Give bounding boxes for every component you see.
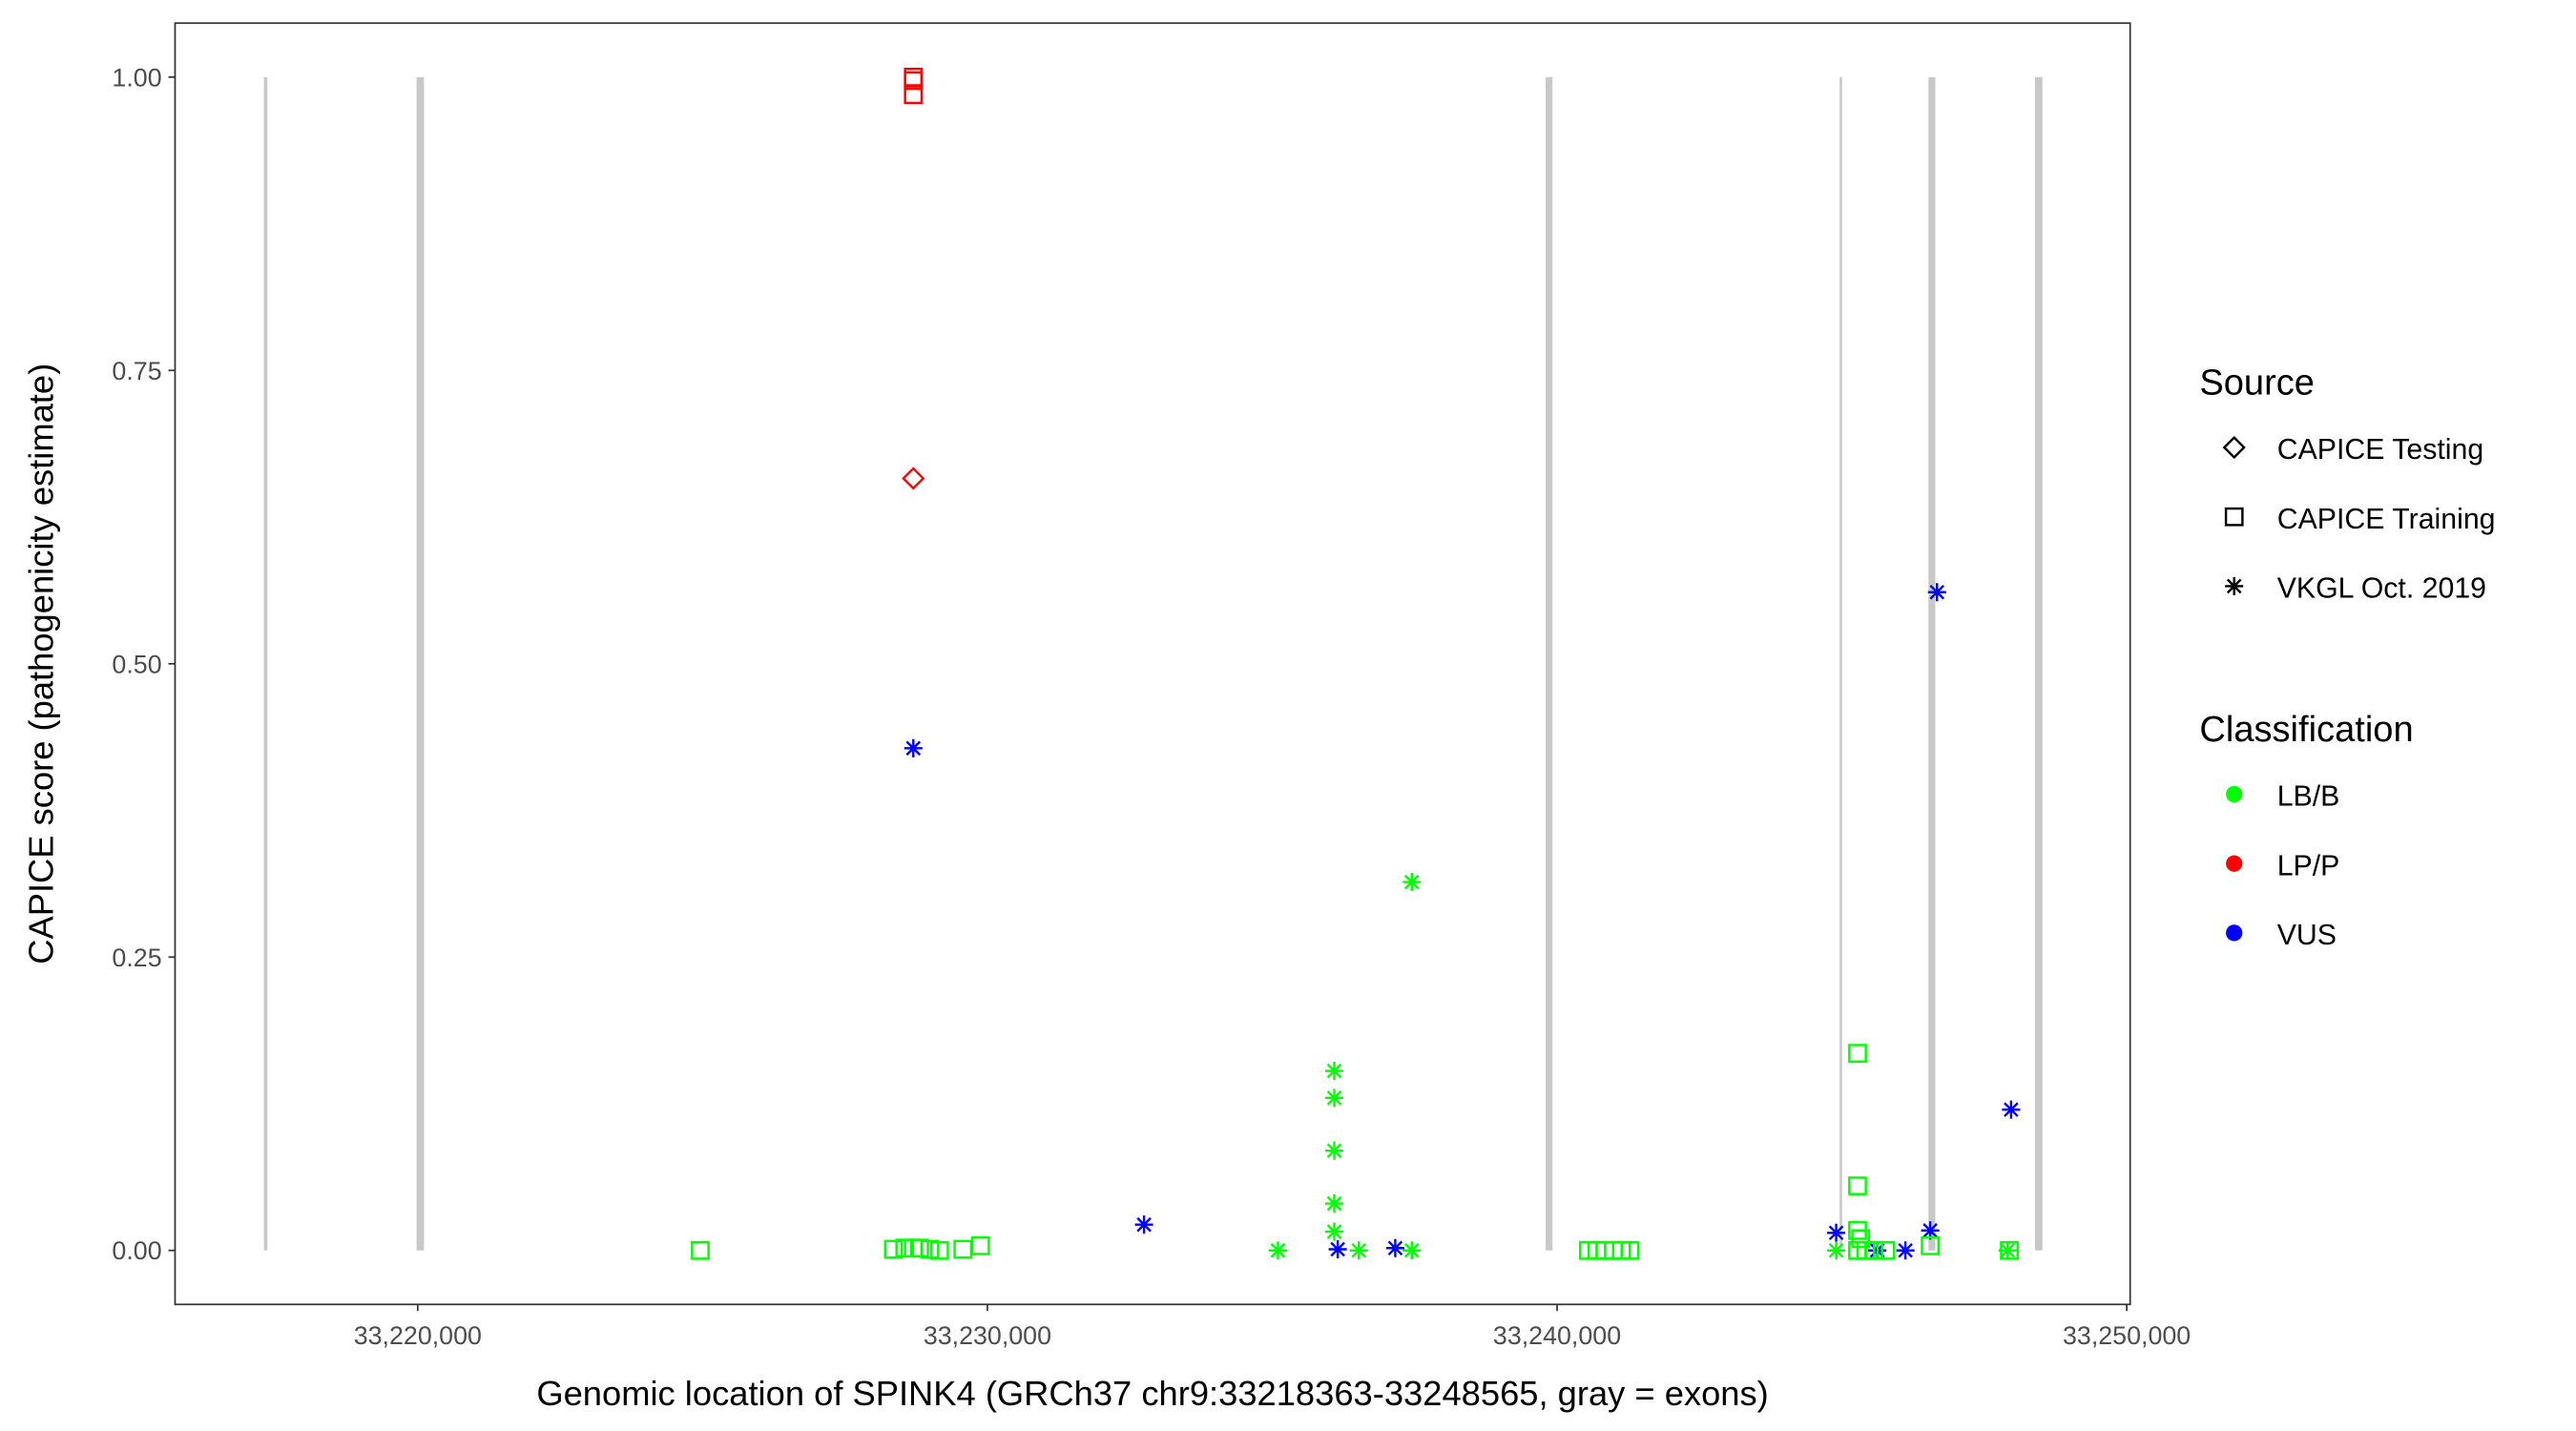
data-point: [1328, 1239, 1347, 1259]
data-point: [1921, 1221, 1940, 1240]
data-point: [1921, 1235, 1940, 1255]
data-point: [2000, 1240, 2019, 1260]
data-point: [1848, 1044, 1867, 1063]
data-point: [1325, 1062, 1344, 1081]
data-point: [1268, 1241, 1287, 1260]
legend-key-dot-icon: [2226, 855, 2243, 872]
exon-3: [1546, 76, 1553, 1251]
legend-title-classification: Classification: [2199, 710, 2413, 750]
x-tick-label: 33,250,000: [2063, 1321, 2191, 1350]
data-point: [1325, 1194, 1344, 1213]
data-point: [1896, 1241, 1915, 1260]
data-point: [2002, 1100, 2021, 1119]
y-axis-label: CAPICE score (pathogenicity estimate): [21, 363, 60, 964]
data-point: [904, 85, 924, 105]
data-point: [1325, 1089, 1344, 1108]
data-point: [910, 1238, 929, 1258]
legend-key-dot-icon: [2226, 924, 2243, 942]
data-point: [1385, 1238, 1404, 1257]
legend-key-asterisk-icon: [2225, 576, 2244, 595]
legend-item-source: VKGL Oct. 2019: [2277, 573, 2486, 605]
data-point: [1864, 1240, 1883, 1260]
data-point: [929, 1240, 949, 1260]
data-point: [1827, 1241, 1846, 1260]
y-tick-label: 0.25: [112, 944, 161, 972]
data-point: [904, 71, 924, 91]
legend-item-classification: VUS: [2277, 920, 2337, 951]
exon-5: [1928, 76, 1936, 1251]
exon-1: [263, 76, 268, 1251]
data-point: [970, 1235, 990, 1255]
data-point: [1134, 1215, 1153, 1234]
data-point: [1402, 1241, 1422, 1260]
legend-item-classification: LB/B: [2277, 781, 2340, 813]
data-point: [1848, 1176, 1867, 1195]
data-point: [920, 1239, 940, 1259]
x-axis-label: Genomic location of SPINK4 (GRCh37 chr9:…: [536, 1374, 1768, 1413]
data-point: [902, 467, 925, 490]
data-point: [1851, 1229, 1871, 1249]
x-axis: 33,220,000 33,230,000 33,240,000 33,250,000: [354, 1304, 2191, 1350]
data-point: [904, 738, 923, 757]
data-point: [1325, 1141, 1344, 1160]
data-point: [953, 1239, 973, 1259]
legend-item-source: CAPICE Testing: [2277, 434, 2483, 466]
exon-6: [2034, 76, 2043, 1251]
exon-2: [416, 76, 425, 1251]
x-tick-label: 33,240,000: [1493, 1321, 1621, 1350]
data-point: [1349, 1241, 1368, 1260]
data-point: [883, 1239, 904, 1259]
data-point: [1927, 583, 1946, 602]
data-point: [1998, 1241, 2017, 1260]
x-tick-label: 33,220,000: [354, 1321, 482, 1350]
legend: Source CAPICE Testing CAPICE Training VKGL…: [2199, 363, 2495, 951]
y-tick-label: 0.50: [112, 650, 161, 678]
data-points: [691, 67, 2021, 1260]
data-point: [1620, 1240, 1640, 1260]
data-point: [1876, 1240, 1896, 1260]
legend-key-dot-icon: [2226, 785, 2243, 803]
y-tick-label: 0.75: [112, 357, 161, 385]
data-point: [691, 1240, 710, 1260]
y-tick-label: 0.00: [112, 1236, 161, 1265]
legend-item-classification: LP/P: [2277, 850, 2340, 881]
exon-bands: [263, 76, 2043, 1251]
y-tick-label: 1.00: [112, 63, 161, 92]
exon-4: [1839, 76, 1842, 1251]
plot-panel-border: [174, 22, 2131, 1306]
data-point: [1325, 1222, 1344, 1241]
legend-title-source: Source: [2199, 363, 2315, 404]
data-point: [1827, 1223, 1846, 1242]
legend-key-square-icon: [2224, 507, 2244, 527]
data-point: [1402, 873, 1422, 892]
legend-item-source: CAPICE Training: [2277, 504, 2496, 535]
legend-key-diamond-icon: [2222, 435, 2246, 460]
y-axis: 0.00 0.25 0.50 0.75 1.00: [112, 63, 176, 1265]
x-tick-label: 33,230,000: [924, 1321, 1051, 1350]
